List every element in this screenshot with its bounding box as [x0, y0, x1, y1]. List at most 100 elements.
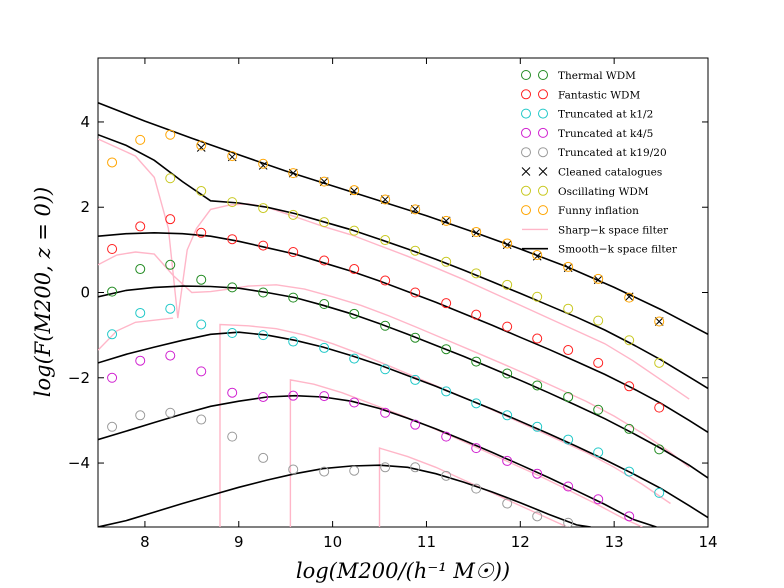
data-point	[532, 511, 543, 522]
y-tick-label: −2	[68, 369, 90, 387]
data-point	[563, 345, 574, 356]
data-point	[258, 287, 269, 298]
x-tick-label: 9	[234, 533, 244, 551]
data-point	[654, 444, 665, 455]
data-point	[410, 332, 421, 343]
data-point	[624, 423, 635, 434]
legend-label: Oscillating WDM	[558, 186, 649, 198]
data-point	[563, 481, 574, 492]
data-point	[532, 380, 543, 391]
data-point	[563, 261, 574, 272]
data-point	[563, 517, 574, 527]
data-point	[502, 498, 513, 509]
data-point	[380, 407, 391, 418]
data-point	[441, 386, 452, 397]
data-point	[471, 309, 482, 320]
data-point	[227, 197, 238, 208]
data-point	[107, 421, 118, 432]
data-point	[502, 410, 513, 421]
data-point	[135, 134, 146, 145]
data-point	[593, 315, 604, 326]
x-tick-label: 13	[605, 533, 624, 551]
data-point	[593, 494, 604, 505]
data-point	[319, 255, 330, 266]
data-point	[502, 321, 513, 332]
data-point	[471, 443, 482, 454]
data-point	[410, 462, 421, 473]
data-point	[349, 465, 360, 476]
data-point-x	[258, 161, 268, 170]
data-point	[471, 398, 482, 409]
legend: Thermal WDM Fantastic WDM Truncated at k1/…	[521, 70, 678, 256]
data-point	[288, 464, 299, 475]
data-point	[349, 397, 360, 408]
x-axis-title: log(M200/(h⁻¹ M☉))	[296, 559, 510, 583]
data-point	[227, 328, 238, 339]
data-point	[107, 286, 118, 297]
data-point	[593, 273, 604, 284]
data-point	[380, 235, 391, 246]
data-point	[196, 227, 207, 238]
data-point	[319, 176, 330, 187]
data-point	[563, 303, 574, 314]
data-point	[196, 414, 207, 425]
data-point	[165, 407, 176, 418]
data-point	[288, 209, 299, 220]
data-point	[624, 335, 635, 346]
data-point	[288, 292, 299, 303]
data-point	[196, 140, 207, 151]
data-point	[349, 353, 360, 364]
legend-label: Truncated at k1/2	[558, 109, 653, 121]
data-point	[349, 185, 360, 196]
legend-swatch-circle	[521, 205, 531, 216]
data-point	[502, 238, 513, 249]
data-point	[410, 419, 421, 430]
data-point	[441, 215, 452, 226]
data-point	[624, 466, 635, 477]
data-point	[532, 333, 543, 344]
data-point	[227, 151, 238, 162]
data-point	[654, 402, 665, 413]
data-point-x	[441, 216, 451, 226]
data-point	[165, 303, 176, 314]
x-tick-label: 12	[511, 533, 530, 551]
data-point	[532, 421, 543, 432]
legend-swatch-circle	[521, 147, 531, 158]
data-point	[441, 470, 452, 481]
series-line	[98, 317, 174, 351]
data-point	[441, 431, 452, 442]
data-point	[380, 364, 391, 375]
data-point	[349, 308, 360, 319]
data-point	[319, 391, 330, 402]
data-point	[196, 319, 207, 330]
legend-swatch-circle	[521, 108, 531, 119]
data-point	[563, 434, 574, 445]
x-tick-label: 14	[698, 533, 717, 551]
data-point	[107, 372, 118, 383]
legend-swatch-circle	[521, 185, 531, 196]
data-point	[319, 299, 330, 310]
data-point	[258, 391, 269, 402]
data-point	[165, 259, 176, 270]
y-tick-label: 2	[80, 198, 90, 216]
data-point	[471, 268, 482, 279]
data-point	[441, 298, 452, 309]
data-point	[135, 355, 146, 366]
legend-swatch-circle	[538, 108, 548, 119]
data-point	[471, 483, 482, 494]
legend-label: Cleaned catalogues	[558, 167, 662, 179]
data-point	[196, 186, 207, 197]
data-point	[471, 226, 482, 237]
series-line	[289, 379, 643, 527]
legend-label: Truncated at k19/20	[558, 147, 667, 159]
legend-swatch-circle	[538, 147, 548, 158]
legend-swatch-circle	[521, 70, 531, 80]
data-point	[654, 357, 665, 368]
data-point	[196, 274, 207, 285]
data-point	[410, 204, 421, 215]
data-point	[165, 214, 176, 225]
legend-swatch-x	[521, 167, 531, 176]
series-line	[98, 231, 708, 433]
y-tick-label: 4	[80, 113, 90, 131]
data-point	[319, 342, 330, 353]
